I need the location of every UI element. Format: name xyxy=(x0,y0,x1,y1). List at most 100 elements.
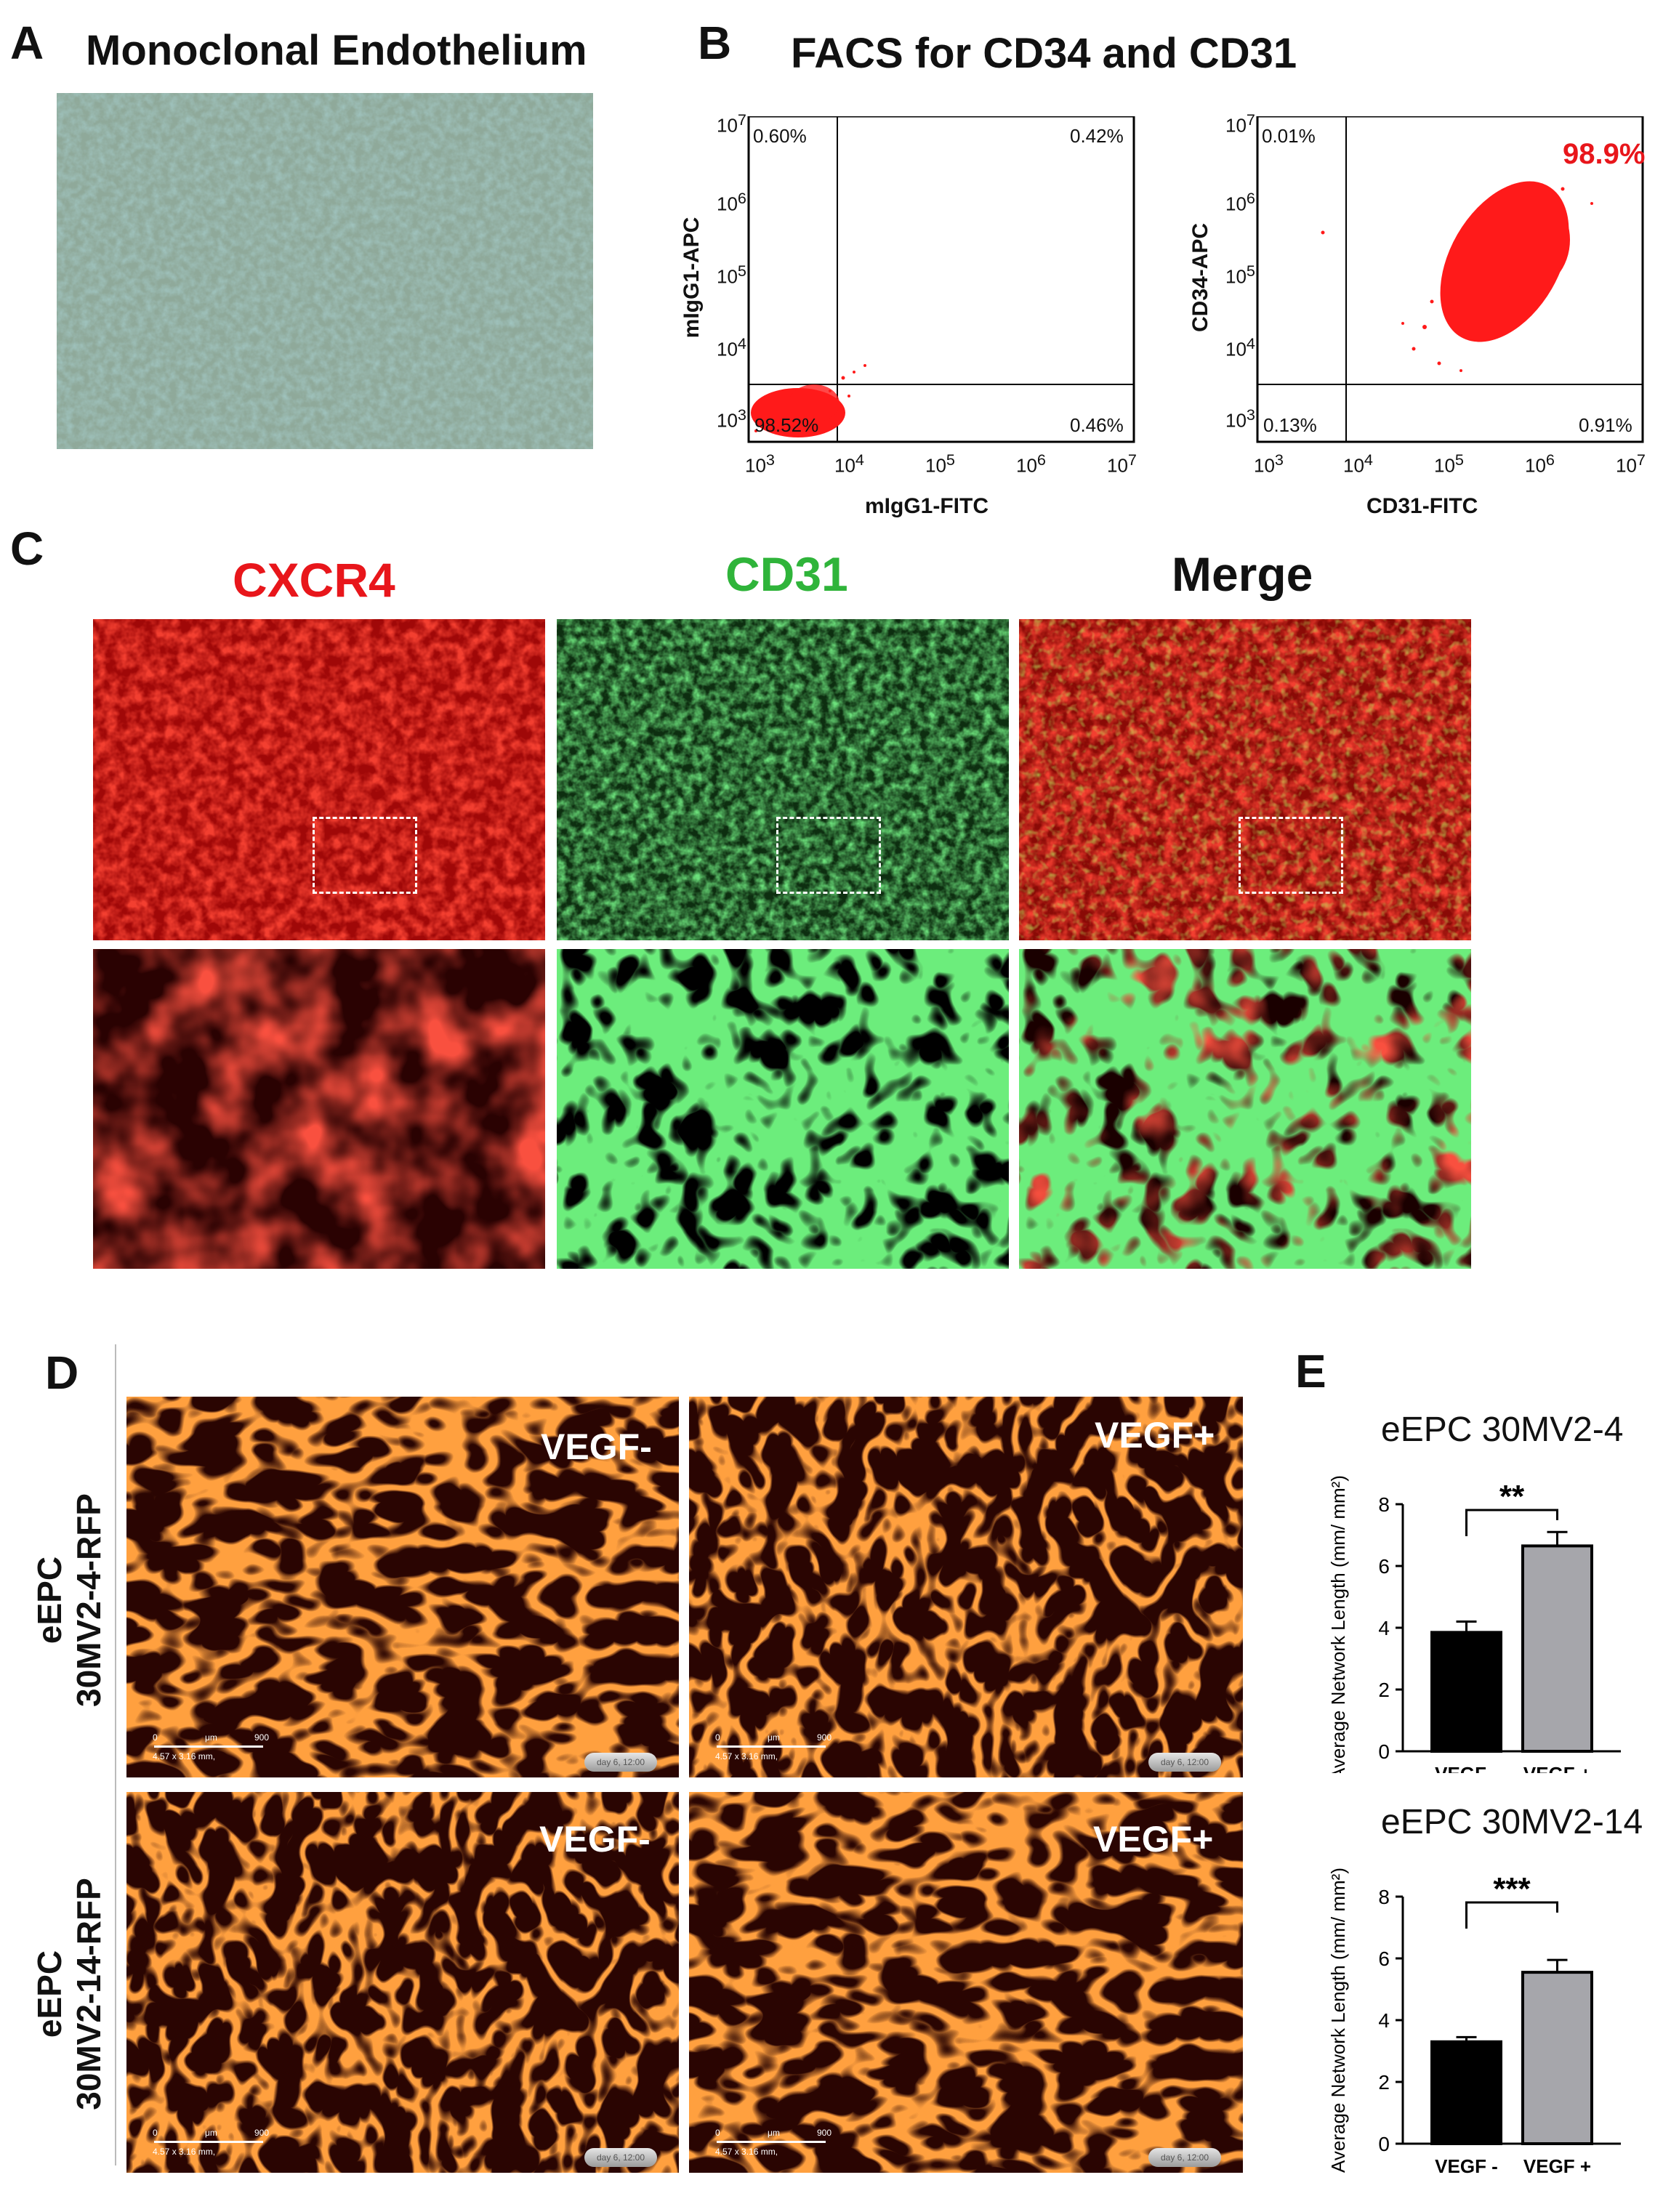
facs1-ytick-7: 107 xyxy=(717,110,746,137)
tube-row2-vegf-pos: VEGF+ 0 μm 900 4.57 x 3.16 mm, day 6, 12… xyxy=(689,1792,1243,2173)
chart-e1-svg: 0 2 4 6 8 VEGF - VEGF + ** Average Network Lengt… xyxy=(1327,1475,1621,1773)
tube-row2-vegf-pos-label: VEGF+ xyxy=(1093,1819,1214,1860)
facs2-xtick-4: 104 xyxy=(1343,451,1373,477)
panel-e-label: E xyxy=(1295,1345,1326,1397)
tube-row1-vegf-neg-scalebar xyxy=(154,1745,263,1748)
facs2-q-ur: 98.9% xyxy=(1563,138,1646,170)
facs-plot-cd34-cd31: 0.01% 98.9% 0.13% 0.91% CD34-APC CD31-FI… xyxy=(1185,110,1679,523)
tube-row2-vegf-neg-scalebar xyxy=(154,2141,263,2143)
panel-a-title: Monoclonal Endothelium xyxy=(86,27,587,74)
tube-row2-vegf-neg-dims: 4.57 x 3.16 mm, xyxy=(153,2147,216,2157)
panel-c-col-cxcr4: CXCR4 xyxy=(233,553,395,607)
facs-cd34-cd31-scatter xyxy=(1256,115,1644,443)
tube-row1-vegf-pos: VEGF+ 0 μm 900 4.57 x 3.16 mm, day 6, 12… xyxy=(689,1397,1243,1777)
chart-e1-xlabel-0: VEGF - xyxy=(1435,1763,1498,1773)
facs1-ytick-4: 104 xyxy=(717,334,746,360)
tube-row2-vegf-pos-dims: 4.57 x 3.16 mm, xyxy=(715,2147,778,2157)
chart-e1-ytick-label-2: 2 xyxy=(1378,1679,1390,1701)
tube-row1-vegf-pos-timestamp: day 6, 12:00 xyxy=(1148,1753,1221,1772)
tube-row1-vegf-pos-dims: 4.57 x 3.16 mm, xyxy=(715,1751,778,1761)
tube-row2-vegf-neg-scale-max: 900 xyxy=(254,2128,270,2138)
facs1-ylabel: mIgG1-APC xyxy=(680,217,704,339)
chart-e2-ytick-label-2: 2 xyxy=(1378,2071,1390,2094)
facs1-xlabel: mIgG1-FITC xyxy=(865,494,989,518)
panel-d-label: D xyxy=(45,1347,79,1399)
facs1-ytick-6: 106 xyxy=(717,189,746,215)
facs2-xtick-5: 105 xyxy=(1434,451,1464,477)
chart-e1-bar-1 xyxy=(1521,1544,1593,1753)
chart-e2-ytick-label-8: 8 xyxy=(1378,1886,1390,1908)
tube-row2-vegf-neg-scale-unit: μm xyxy=(205,2128,217,2138)
facs2-ytick-4: 104 xyxy=(1225,334,1255,360)
tube-row1-vegf-pos-scale-unit: μm xyxy=(768,1732,780,1743)
tube-row1-vegf-neg-scale-max: 900 xyxy=(254,1732,270,1743)
chart-e1-sig-bracket xyxy=(1465,1509,1558,1536)
facs2-ylabel: CD34-APC xyxy=(1188,222,1212,333)
chart-e2-svg: 0 2 4 6 8 VEGF - VEGF + *** Average Network Leng… xyxy=(1327,1868,1621,2177)
chart-e2-ytick-label-6: 6 xyxy=(1378,1947,1390,1970)
chart-e1-ylabel: Average Network Length (mm/ mm²) xyxy=(1327,1475,1349,1773)
tube-row1-vegf-neg-timestamp: day 6, 12:00 xyxy=(584,1753,657,1772)
tube-row2-vegf-neg-scale-min: 0 xyxy=(153,2128,158,2138)
tube-row1-vegf-pos-scalebar xyxy=(717,1745,826,1748)
tube-row1-vegf-pos-scale-max: 900 xyxy=(817,1732,832,1743)
facs2-ytick-7: 107 xyxy=(1225,110,1255,137)
tube-row2-vegf-pos-scalebar xyxy=(717,2141,826,2143)
row1-label-line2: 30MV2-4-RFP xyxy=(70,1493,108,1707)
tube-row2-vegf-pos-scale-min: 0 xyxy=(715,2128,720,2138)
chart-e1-ytick-label-0: 0 xyxy=(1378,1740,1390,1763)
merge-zoom-box xyxy=(1239,817,1343,894)
facs2-xtick-6: 106 xyxy=(1525,451,1555,477)
cd31-zoom-image xyxy=(557,949,1009,1269)
tube-row1-vegf-neg-dims: 4.57 x 3.16 mm, xyxy=(153,1751,216,1761)
facs2-xlabel: CD31-FITC xyxy=(1366,494,1478,518)
merge-zoom-image xyxy=(1019,949,1471,1269)
facs1-xtick-4: 104 xyxy=(834,451,864,477)
row1-label: eEPC 30MV2-4-RFP xyxy=(30,1480,108,1720)
facs2-ytick-5: 105 xyxy=(1225,262,1255,288)
chart-e2-bar-1 xyxy=(1521,1971,1593,2145)
chart-e2-sig-stars: *** xyxy=(1493,1871,1531,1907)
facs2-ytick-6: 106 xyxy=(1225,189,1255,215)
tube-row1-vegf-neg: VEGF- 0 μm 900 4.57 x 3.16 mm, day 6, 12… xyxy=(126,1397,679,1777)
cxcr4-zoom-image xyxy=(93,949,545,1269)
chart-e2-ylabel: Average Network Length (mm/ mm²) xyxy=(1327,1868,1349,2173)
tube-row1-vegf-pos-label: VEGF+ xyxy=(1095,1415,1215,1456)
facs1-ytick-5: 105 xyxy=(717,262,746,288)
row2-label-line2: 30MV2-14-RFP xyxy=(70,1878,108,2110)
panel-c-col-merge: Merge xyxy=(1172,547,1313,601)
tube-row2-vegf-neg-label: VEGF- xyxy=(539,1819,651,1860)
cxcr4-zoom-box xyxy=(313,817,417,894)
monoclonal-endothelium-micrograph xyxy=(57,93,593,449)
facs2-q-lr: 0.91% xyxy=(1579,414,1632,436)
tube-row2-vegf-pos-timestamp: day 6, 12:00 xyxy=(1148,2148,1221,2167)
cd31-zoom-box xyxy=(776,817,881,894)
facs2-xtick-7: 107 xyxy=(1616,451,1646,477)
facs2-q-ul: 0.01% xyxy=(1262,125,1316,147)
panel-d-row-divider xyxy=(115,1344,116,2165)
chart-e1-ytick-label-6: 6 xyxy=(1378,1555,1390,1578)
chart-e2-xlabel-1: VEGF + xyxy=(1523,2155,1591,2177)
panel-a-label: A xyxy=(10,17,44,69)
facs-plot-isotype: 0.60% 0.42% 98.52% 0.46% mIgG1-APC mIgG1… xyxy=(676,110,1170,523)
facs1-q-ll: 98.52% xyxy=(754,414,819,436)
chart-e2-title: eEPC 30MV2-14 xyxy=(1381,1803,1643,1841)
chart-e2-bar-0 xyxy=(1430,2040,1502,2145)
chart-e2-ytick-label-0: 0 xyxy=(1378,2133,1390,2155)
row2-label-line1: eEPC xyxy=(31,1950,68,2038)
chart-e1: eEPC 30MV2-4 0 2 4 6 8 VEGF - VEGF + ** Average … xyxy=(1279,1410,1672,1773)
facs1-xtick-7: 107 xyxy=(1107,451,1137,477)
panel-c-col-cd31: CD31 xyxy=(725,547,848,601)
chart-e1-ytick-label-4: 4 xyxy=(1378,1617,1390,1639)
facs1-q-ul: 0.60% xyxy=(753,125,807,147)
facs1-q-lr: 0.46% xyxy=(1070,414,1124,436)
chart-e1-title: eEPC 30MV2-4 xyxy=(1381,1410,1624,1449)
merge-overview-image xyxy=(1019,619,1471,940)
tube-row2-vegf-neg-timestamp: day 6, 12:00 xyxy=(584,2148,657,2167)
panel-c-label: C xyxy=(10,522,44,575)
row2-label: eEPC 30MV2-14-RFP xyxy=(30,1874,108,2114)
tube-row1-vegf-neg-label: VEGF- xyxy=(541,1426,652,1467)
chart-e1-sig-stars: ** xyxy=(1499,1479,1525,1514)
tube-row2-vegf-pos-scale-unit: μm xyxy=(768,2128,780,2138)
chart-e1-xlabel-1: VEGF + xyxy=(1523,1763,1591,1773)
